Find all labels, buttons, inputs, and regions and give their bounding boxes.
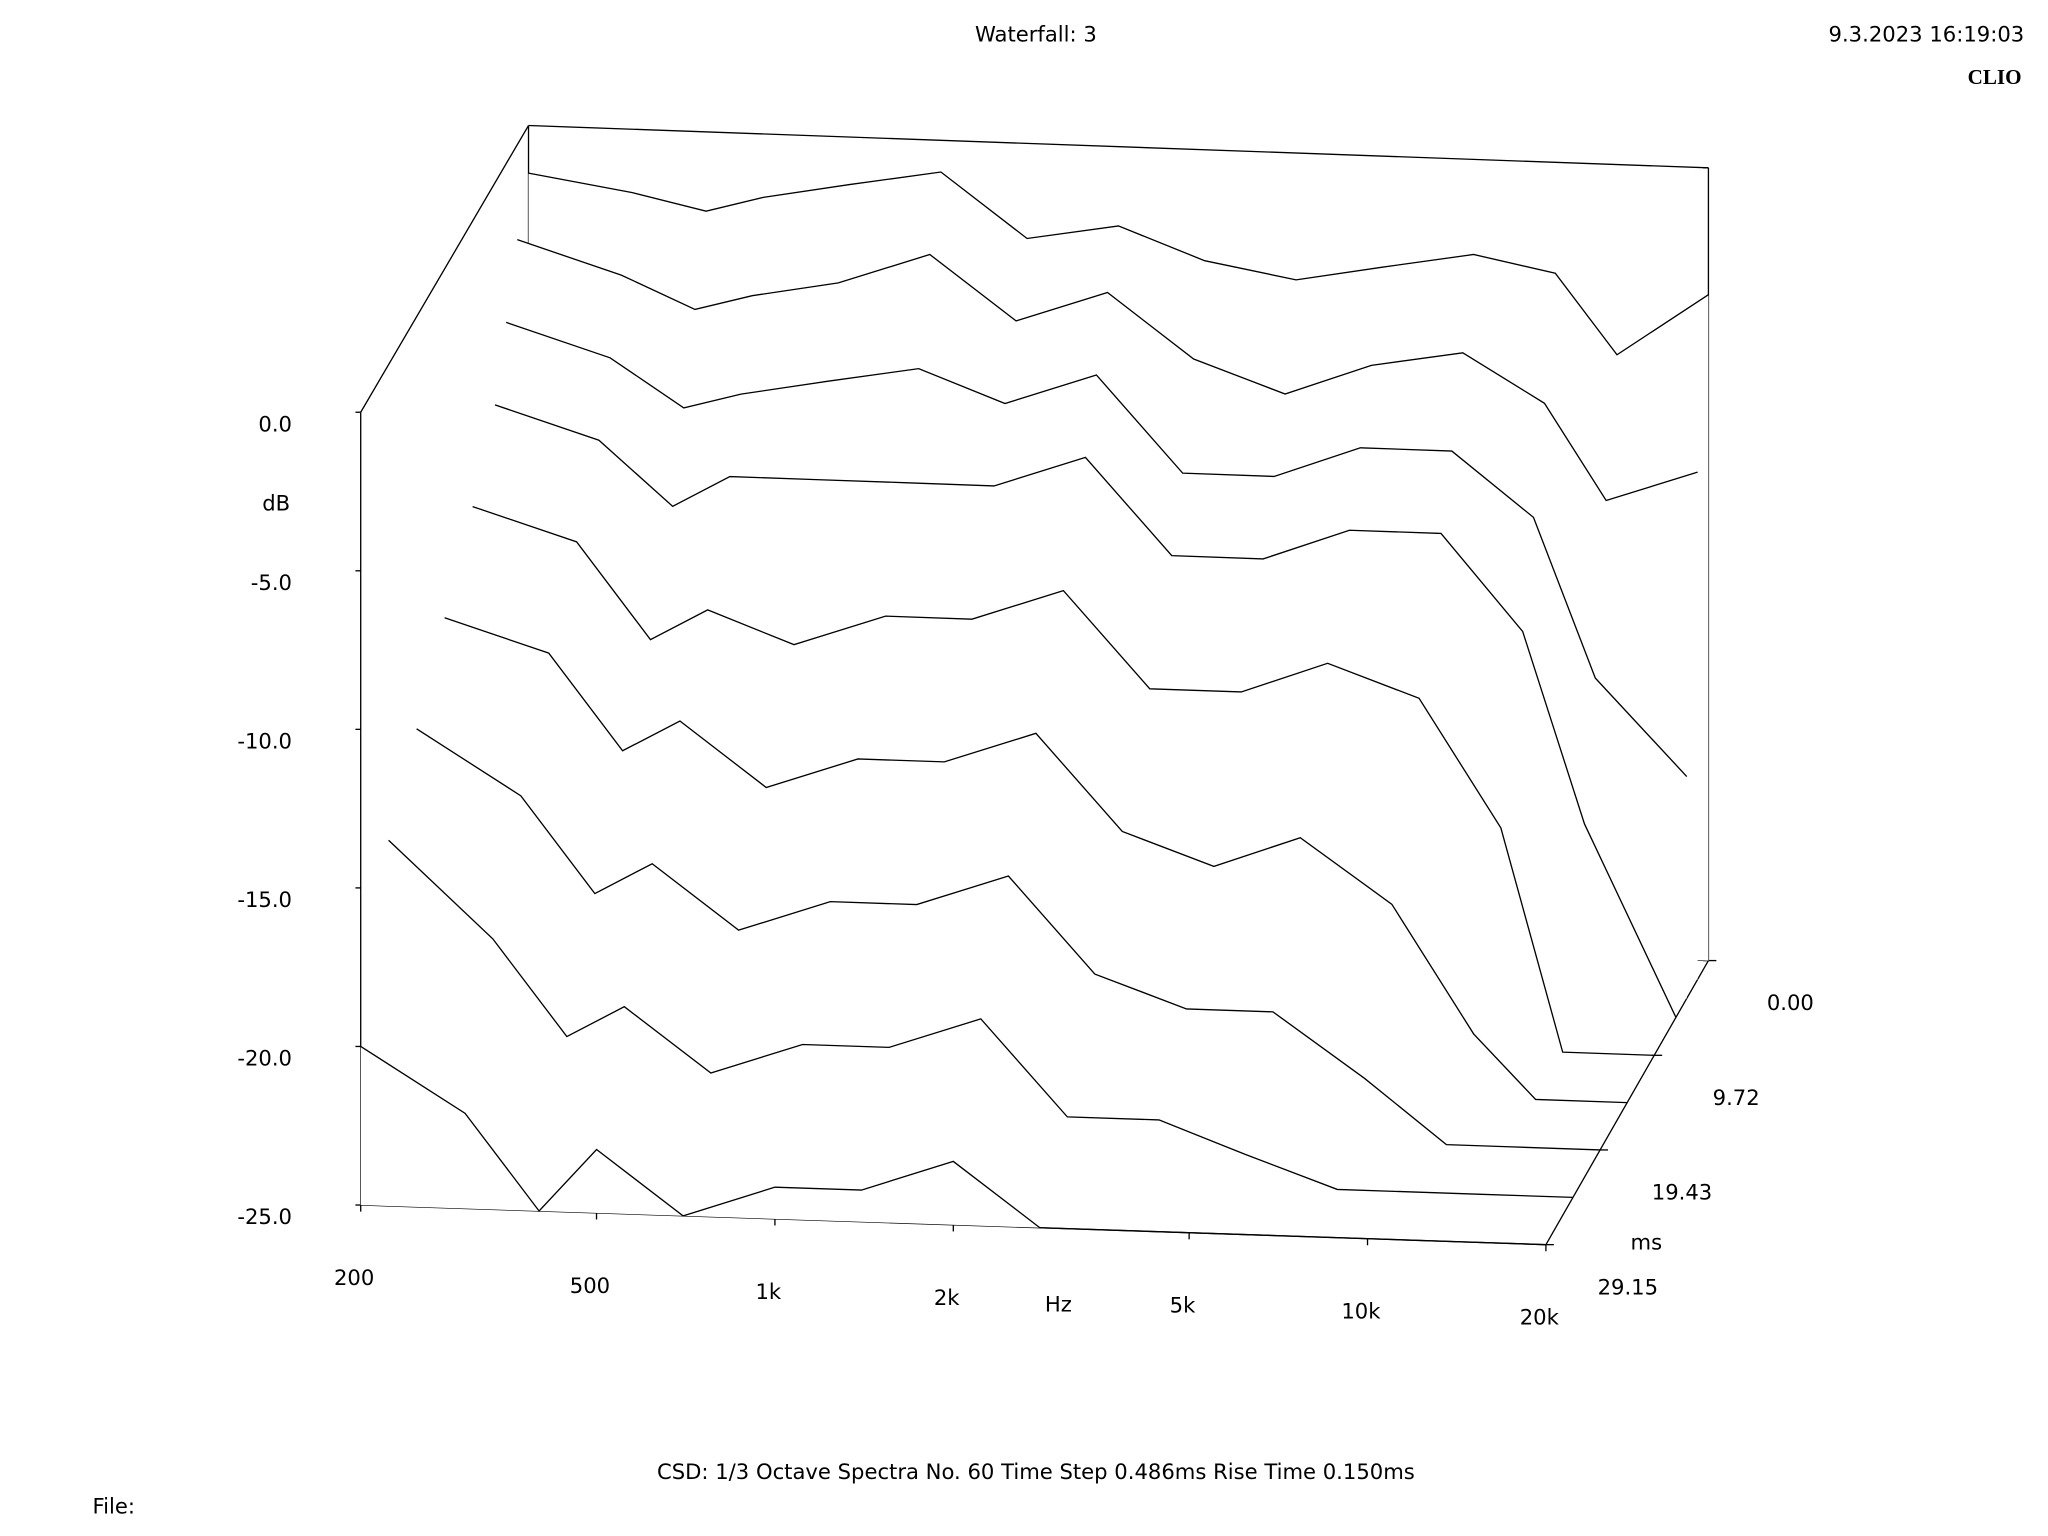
x-tick-label: 5k [1170, 1293, 1196, 1318]
spectrum-line [388, 839, 1574, 1199]
x-axis-label: Hz [1045, 1291, 1072, 1316]
y-tick-label: 0.0 [258, 411, 292, 436]
x-tick-label: 500 [570, 1273, 610, 1298]
spectrum-line [444, 617, 1628, 1104]
axis-edge [528, 124, 1709, 169]
z-tick-label: 0.00 [1767, 990, 1814, 1015]
z-axis-label: ms [1631, 1229, 1663, 1254]
x-tick-label: 2k [934, 1285, 960, 1310]
spectrum-line [494, 404, 1677, 1018]
axis-edge [360, 125, 530, 413]
z-tick-label: 29.15 [1598, 1274, 1658, 1299]
y-tick-label: -25.0 [237, 1204, 292, 1229]
spectrum-line [360, 1045, 1546, 1246]
y-axis-label: dB [262, 491, 290, 516]
spectrum-line [517, 239, 1698, 502]
x-tick-label: 1k [755, 1279, 781, 1304]
chart-title: Waterfall: 3 [975, 22, 1097, 47]
x-tick-label: 20k [1520, 1305, 1560, 1330]
y-tick-label: -10.0 [237, 729, 292, 754]
y-tick-label: -20.0 [237, 1046, 292, 1071]
spectrum-line [528, 171, 1709, 356]
slice-mask [388, 840, 1573, 1198]
y-tick-label: -5.0 [251, 570, 292, 595]
slice-mask [360, 1046, 1546, 1245]
slice-mask [416, 728, 1601, 1150]
spectrum-line [472, 505, 1655, 1056]
z-tick-label: 19.43 [1652, 1180, 1712, 1205]
z-tick-label: 9.72 [1713, 1085, 1760, 1110]
spectrum-line [416, 728, 1601, 1151]
file-label: File: [92, 1494, 134, 1519]
footer: CSD: 1/3 Octave Spectra No. 60 Time Step… [657, 1459, 1415, 1484]
x-tick-label: 10k [1341, 1299, 1381, 1324]
x-tick-label: 200 [334, 1265, 374, 1290]
spectrum-line [505, 321, 1688, 777]
brand: CLIO [1968, 65, 2022, 89]
timestamp: 9.3.2023 16:19:03 [1829, 22, 2025, 47]
y-tick-label: -15.0 [237, 887, 292, 912]
